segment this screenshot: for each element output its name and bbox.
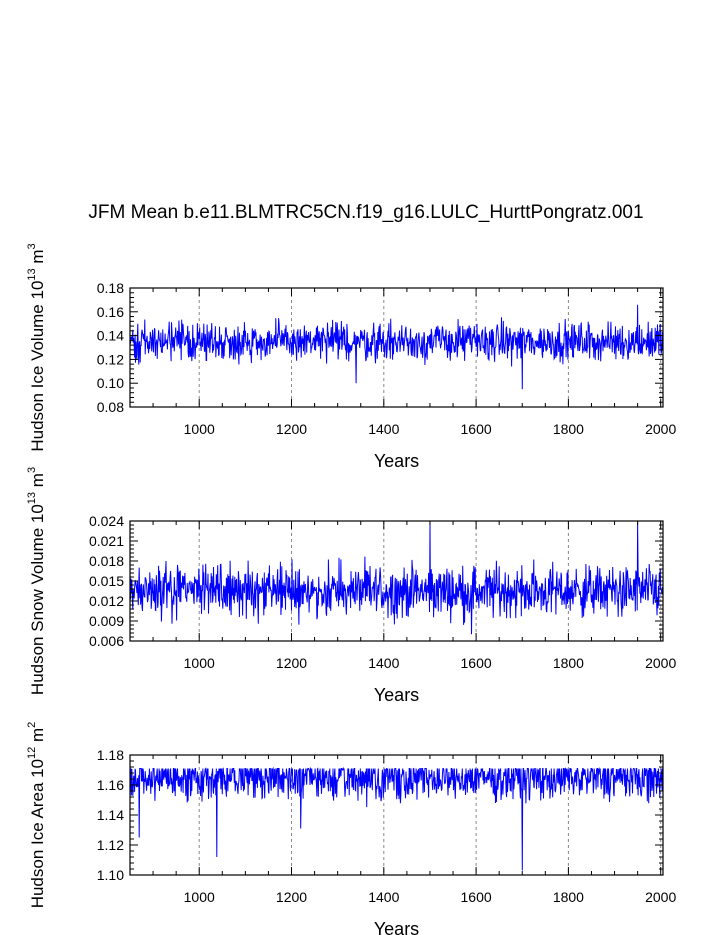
y-tick-label: 1.18	[97, 747, 124, 763]
chart-panel-2: 1000 1200 1400 1600 1800 2000 0.006 0.009 0.012 0…	[26, 467, 676, 705]
x-tick-label: 1600	[461, 889, 492, 905]
y-axis-label: Hudson Ice Volume 1013 m3	[26, 243, 47, 451]
x-tick-label: 1000	[184, 655, 215, 671]
y-tick-label: 0.10	[97, 375, 124, 391]
y-tick-label: 1.16	[97, 777, 124, 793]
y-tick-label: 0.14	[97, 328, 124, 344]
x-tick-label: 2000	[645, 655, 676, 671]
data-series-line	[129, 304, 664, 390]
x-tick-label: 2000	[645, 889, 676, 905]
chart-panel-3: 1000 1200 1400 1600 1800 2000 1.10 1.12 1.14 1.16…	[26, 722, 676, 935]
y-tick-label: 0.009	[89, 613, 124, 629]
x-tick-label: 1200	[276, 655, 307, 671]
plot-frame	[129, 287, 664, 408]
y-tick-label: 0.024	[89, 513, 124, 529]
y-tick-label: 0.012	[89, 593, 124, 609]
x-tick-label: 1400	[368, 655, 399, 671]
x-tick-label: 1800	[553, 655, 584, 671]
chart-panel-1: 1000 1200 1400 1600 1800 2000 0.08 0.10 0.12 0.14…	[26, 243, 676, 471]
y-tick-label: 1.14	[97, 807, 124, 823]
y-axis-label: Hudson Snow Volume 1013 m3	[26, 467, 47, 695]
x-tick-label: 1000	[184, 889, 215, 905]
x-tick-label: 1000	[184, 421, 215, 437]
x-tick-label: 1800	[553, 889, 584, 905]
data-series-line	[129, 520, 664, 635]
y-axis-label: Hudson Ice Area 1012 m2	[26, 722, 47, 909]
x-axis-label: Years	[374, 685, 419, 705]
x-tick-label: 1600	[461, 421, 492, 437]
x-tick-label: 1200	[276, 889, 307, 905]
y-tick-label: 1.12	[97, 837, 124, 853]
x-tick-label: 1400	[368, 889, 399, 905]
y-tick-label: 0.021	[89, 533, 124, 549]
y-tick-label: 0.16	[97, 304, 124, 320]
y-tick-label: 0.015	[89, 573, 124, 589]
x-tick-label: 2000	[645, 421, 676, 437]
x-axis-label: Years	[374, 919, 419, 935]
y-tick-label: 0.12	[97, 351, 124, 367]
chart-title: JFM Mean b.e11.BLMTRC5CN.f19_g16.LULC_Hu…	[88, 202, 643, 223]
y-tick-label: 0.08	[97, 399, 124, 415]
x-tick-label: 1600	[461, 655, 492, 671]
y-tick-label: 0.006	[89, 633, 124, 649]
data-series-line	[129, 766, 664, 871]
y-tick-label: 0.18	[97, 280, 124, 296]
y-tick-label: 1.10	[97, 867, 124, 883]
y-tick-label: 0.018	[89, 553, 124, 569]
x-tick-label: 1200	[276, 421, 307, 437]
x-axis-label: Years	[374, 451, 419, 471]
x-tick-label: 1800	[553, 421, 584, 437]
x-tick-label: 1400	[368, 421, 399, 437]
